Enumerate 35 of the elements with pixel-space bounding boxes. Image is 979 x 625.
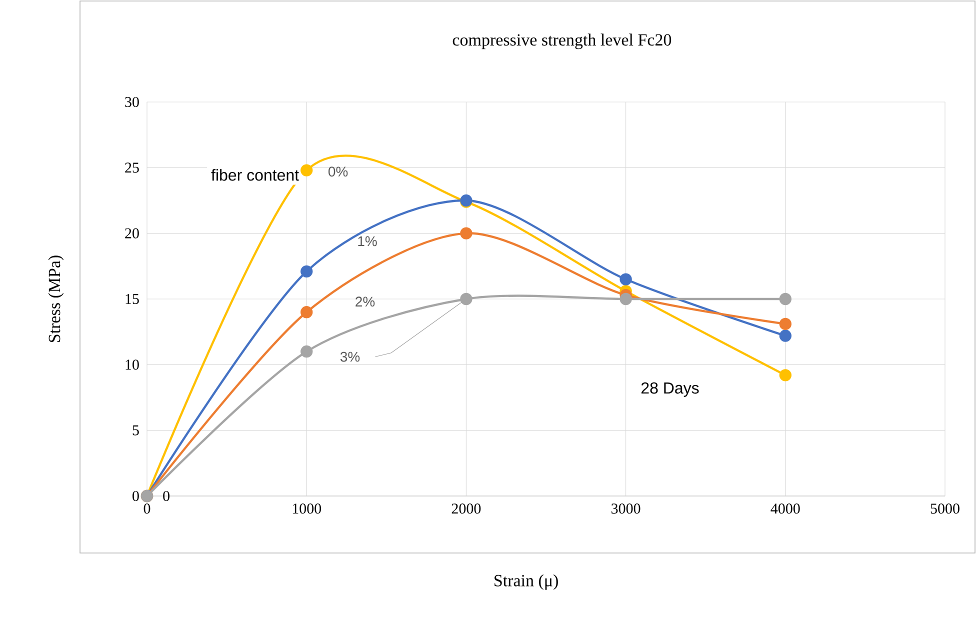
y-axis-title: Stress (MPa) [48,256,64,342]
point [620,273,632,286]
y-tick-label: 30 [125,96,139,108]
point [779,292,792,306]
point [460,227,472,240]
y-tick-label: 25 [125,162,139,173]
point [300,265,313,278]
annotation: 0 [163,490,170,502]
point [300,164,313,176]
point [300,345,313,358]
annotation: 28 Days [641,382,699,397]
point [300,306,313,318]
y-tick-label: 0 [132,490,139,502]
y-tick-label: 20 [125,228,139,238]
x-tick-label: 2000 [452,504,481,514]
series-label: 2% [356,296,375,307]
point [779,318,792,330]
point [779,330,792,342]
y-tick-label: 10 [126,360,139,370]
x-tick-label: 5000 [930,504,960,514]
point [620,292,632,306]
y-tick-label: 15 [126,294,139,304]
series-label: 1% [358,236,377,246]
x-tick-label: 3000 [612,504,640,514]
annotation: fiber content [211,169,299,181]
point [460,292,472,306]
x-tick-label: 1000 [292,504,322,514]
y-tick-label: 5 [132,425,139,436]
chart-title: compressive strength level Fc20 [452,34,672,50]
point [779,369,792,382]
x-axis-title: Strain (μ) [494,574,558,590]
series-label: 0% [328,166,348,177]
series-label: 3% [340,352,360,362]
x-tick-label: 4000 [770,504,800,514]
x-tick-label: 0 [144,504,150,514]
